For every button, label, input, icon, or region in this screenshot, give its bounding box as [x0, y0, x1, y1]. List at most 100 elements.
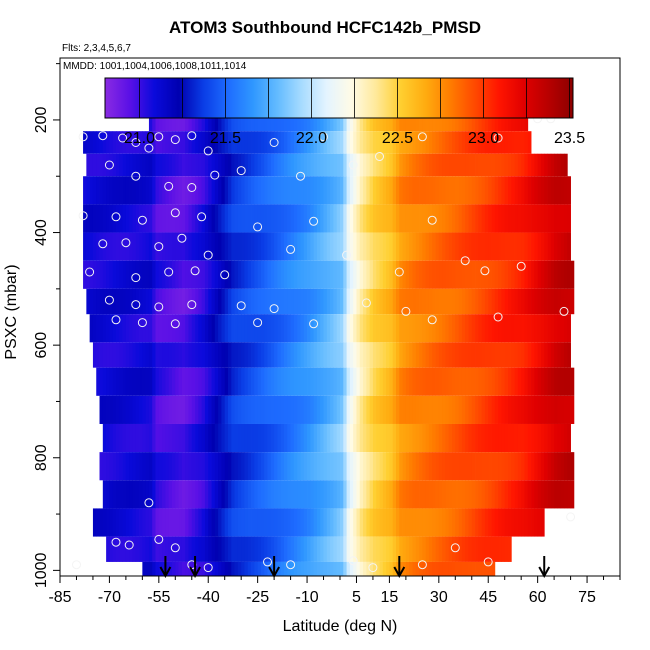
heatmap-cell — [293, 314, 298, 343]
heatmap-cell — [191, 508, 196, 537]
heatmap-cell — [241, 536, 245, 562]
heatmap-cell — [560, 204, 565, 233]
heatmap-cell — [356, 342, 361, 368]
heatmap-cell — [534, 314, 539, 343]
heatmap-cell — [461, 131, 466, 154]
heatmap-cell — [293, 536, 298, 562]
heatmap-cell — [409, 314, 413, 343]
heatmap-cell — [412, 480, 417, 509]
heatmap-cell — [214, 452, 219, 481]
heatmap-cell — [547, 480, 552, 509]
heatmap-cell — [481, 176, 486, 205]
heatmap-cell — [494, 176, 499, 205]
heatmap-cell — [498, 131, 502, 154]
heatmap-cell — [359, 536, 364, 562]
heatmap-cell — [155, 480, 160, 509]
heatmap-cell — [488, 367, 492, 396]
heatmap-cell — [382, 204, 387, 233]
sample-point — [483, 557, 493, 567]
heatmap-cell — [313, 536, 318, 562]
heatmap-cell — [537, 153, 542, 177]
heatmap-cell — [152, 367, 156, 396]
heatmap-cell — [458, 176, 463, 205]
heatmap-cell — [96, 232, 100, 261]
heatmap-cell — [129, 260, 133, 289]
heatmap-cell — [353, 480, 357, 509]
sample-point — [85, 267, 95, 277]
heatmap-cell — [148, 536, 153, 562]
heatmap-cell — [547, 423, 552, 453]
heatmap-cell — [511, 423, 515, 453]
heatmap-cell — [148, 342, 153, 368]
heatmap-cell — [172, 342, 176, 368]
heatmap-cell — [412, 204, 417, 233]
heatmap-cell — [162, 131, 166, 154]
heatmap-cell — [392, 423, 397, 453]
heatmap-cell — [458, 131, 463, 154]
heatmap-cell — [445, 508, 450, 537]
heatmap-cell — [112, 314, 117, 343]
heatmap-cell — [178, 452, 183, 481]
heatmap-cell — [498, 452, 502, 481]
heatmap-cell — [102, 204, 107, 233]
heatmap-cell — [442, 561, 446, 576]
heatmap-cell — [554, 204, 558, 233]
heatmap-cell — [386, 131, 390, 154]
heatmap-cell — [293, 367, 298, 396]
heatmap-cell — [531, 260, 535, 289]
heatmap-cell — [237, 508, 242, 537]
heatmap-cell — [353, 232, 357, 261]
heatmap-cell — [405, 153, 410, 177]
heatmap-cell — [389, 452, 394, 481]
heatmap-cell — [326, 561, 331, 576]
heatmap-cell — [234, 314, 239, 343]
heatmap-cell — [155, 342, 160, 368]
heatmap-cell — [366, 367, 371, 396]
heatmap-cell — [517, 288, 522, 315]
heatmap-cell — [452, 536, 456, 562]
heatmap-cell — [320, 153, 324, 177]
heatmap-cell — [109, 153, 114, 177]
heatmap-cell — [228, 131, 232, 154]
heatmap-cell — [511, 260, 515, 289]
heatmap-cell — [524, 395, 529, 424]
heatmap-cell — [524, 131, 529, 154]
heatmap-cell — [303, 367, 308, 396]
heatmap-cell — [221, 508, 226, 537]
heatmap-cell — [178, 288, 183, 315]
heatmap-cell — [508, 232, 512, 261]
heatmap-cell — [484, 153, 489, 177]
heatmap-cell — [396, 561, 400, 576]
heatmap-cell — [425, 367, 430, 396]
heatmap-cell — [165, 204, 170, 233]
heatmap-cell — [392, 232, 397, 261]
heatmap-cell — [221, 423, 226, 453]
heatmap-cell — [471, 131, 476, 154]
heatmap-cell — [201, 452, 206, 481]
heatmap-cell — [508, 480, 512, 509]
heatmap-cell — [405, 314, 410, 343]
heatmap-cell — [142, 367, 147, 396]
heatmap-cell — [204, 480, 209, 509]
heatmap-cell — [228, 423, 232, 453]
heatmap-cell — [320, 232, 324, 261]
heatmap-cell — [524, 452, 529, 481]
heatmap-cell — [356, 395, 361, 424]
heatmap-cell — [435, 395, 440, 424]
heatmap-cell — [402, 480, 407, 509]
heatmap-cell — [145, 232, 150, 261]
heatmap-cell — [419, 342, 423, 368]
heatmap-cell — [455, 423, 459, 453]
heatmap-cell — [452, 314, 456, 343]
heatmap-cell — [330, 204, 334, 233]
heatmap-cell — [155, 153, 160, 177]
sample-point — [348, 556, 358, 566]
heatmap-cell — [534, 423, 539, 453]
heatmap-cell — [260, 395, 265, 424]
heatmap-cell — [326, 342, 331, 368]
heatmap-cell — [336, 204, 341, 233]
heatmap-cell — [340, 153, 344, 177]
heatmap-cell — [148, 204, 153, 233]
heatmap-cell — [372, 452, 377, 481]
heatmap-cell — [465, 314, 469, 343]
